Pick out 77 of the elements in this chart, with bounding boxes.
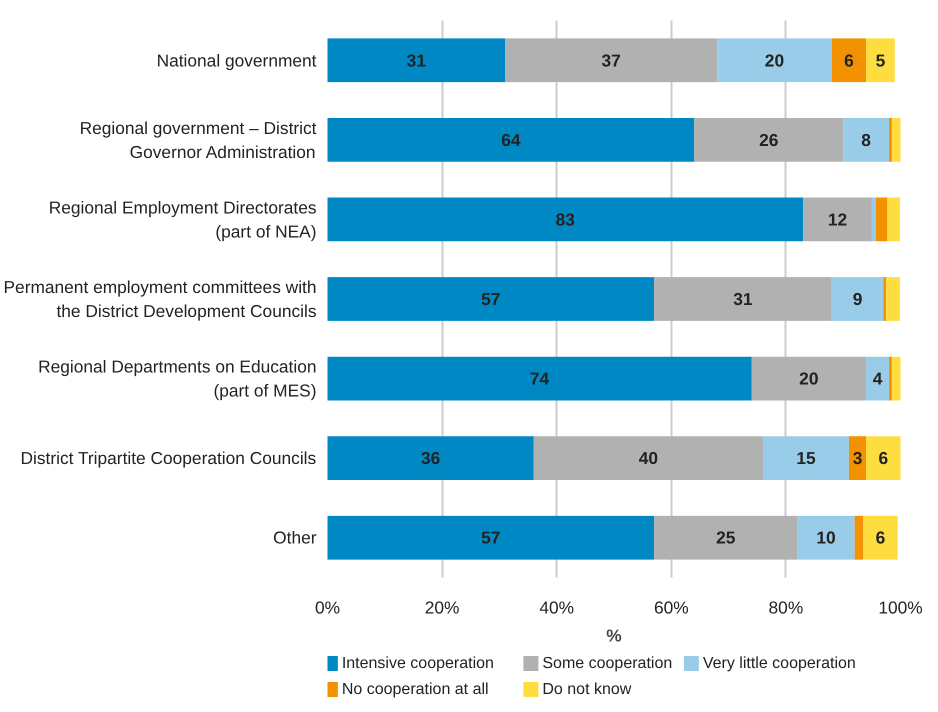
data-label: 6 (878, 448, 888, 468)
data-label: 37 (602, 50, 621, 70)
data-label: 64 (501, 130, 521, 150)
bar (892, 356, 900, 400)
x-tick-label: 100% (878, 598, 923, 618)
data-label: 9 (852, 289, 862, 309)
bar (803, 198, 872, 242)
data-label: 12 (828, 209, 848, 230)
x-tick-label: 40% (539, 598, 574, 618)
data-label: 15 (796, 448, 816, 468)
legend-label: Some cooperation (542, 655, 672, 672)
bar (843, 118, 890, 162)
bar (328, 277, 654, 321)
data-label: 36 (421, 448, 441, 468)
bar (892, 118, 900, 162)
data-label: 57 (481, 289, 500, 309)
bar (534, 436, 763, 480)
y-tick-label: National government (156, 50, 317, 70)
legend-label: Very little cooperation (702, 655, 856, 672)
legend-label: Do not know (542, 681, 632, 698)
data-label: 3 (852, 448, 863, 468)
bar (854, 516, 864, 560)
x-axis-title: % (606, 626, 622, 646)
bar (887, 198, 900, 242)
data-label: 74 (530, 368, 550, 389)
bar (762, 436, 849, 480)
data-label: 8 (861, 130, 872, 150)
data-label: 20 (764, 50, 784, 70)
bar (876, 198, 888, 242)
bar (328, 118, 694, 162)
bar (328, 198, 804, 242)
bar (863, 516, 898, 560)
bar (889, 356, 892, 400)
bar (654, 277, 832, 321)
y-tick-label: District Tripartite Cooperation Councils (20, 448, 317, 468)
y-tick-label: Regional Departments on Education (part of MES) (38, 356, 317, 401)
data-label: 57 (481, 528, 500, 548)
bar (654, 516, 798, 560)
bar (328, 38, 506, 82)
bar (328, 356, 752, 400)
bar (694, 118, 844, 162)
y-tick-label: Regional government – District Governor Administration (80, 118, 317, 162)
x-tick-label: 20% (424, 598, 460, 618)
bar (328, 436, 534, 480)
bar (797, 516, 855, 560)
bar (832, 277, 884, 321)
x-tick-label: 0% (314, 598, 340, 618)
bar (717, 38, 832, 82)
data-label: 31 (406, 50, 426, 70)
x-tick-label: 60% (654, 598, 689, 618)
data-label: 6 (876, 528, 886, 548)
data-label: 20 (799, 368, 818, 389)
data-label: 4 (872, 368, 883, 389)
data-label: 40 (638, 448, 658, 468)
legend-label: No cooperation at all (342, 681, 489, 698)
data-label: 31 (733, 289, 753, 309)
legend-label: Intensive cooperation (342, 655, 494, 672)
bar (866, 356, 890, 400)
y-tick-label: Other (273, 528, 317, 548)
data-label: 25 (716, 528, 736, 548)
bar (832, 38, 866, 82)
y-tick-label: Regional Employment Directorates (part of NEA) (48, 197, 317, 242)
y-tick-label: Permanent employment committees with the District Development Councils (4, 277, 317, 321)
data-label: 10 (816, 528, 836, 548)
x-tick-label: 80% (768, 598, 804, 618)
bar (505, 38, 718, 82)
data-label: 83 (556, 209, 576, 230)
data-label: 6 (844, 50, 854, 70)
bar (328, 516, 654, 560)
bar (866, 436, 900, 480)
data-label: 5 (876, 50, 886, 70)
bar (886, 277, 900, 321)
bar (889, 118, 892, 162)
bar (752, 356, 866, 400)
data-label: 26 (759, 130, 779, 150)
bar (872, 198, 876, 242)
bar (866, 38, 895, 82)
